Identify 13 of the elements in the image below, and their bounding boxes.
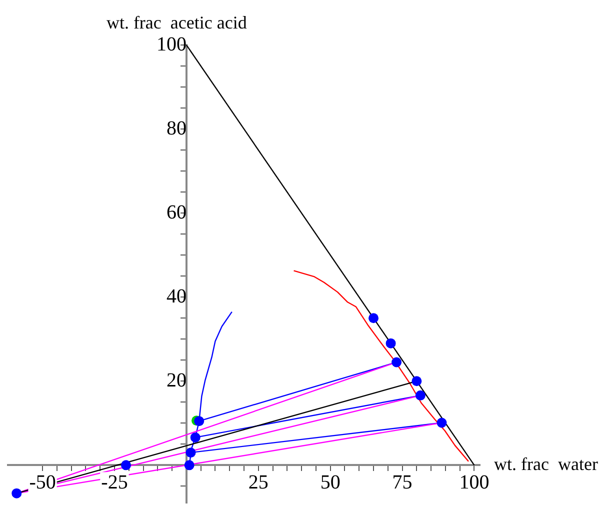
x-axis-title: wt. frac water	[494, 454, 598, 474]
x-tick-label: 75	[392, 471, 412, 494]
y-tick-label: 60	[166, 201, 186, 224]
x-tick-label: 50	[320, 471, 340, 494]
y-tick-label: 100	[156, 33, 186, 56]
x-tick-label: -50	[29, 471, 56, 494]
y-tick-label: 40	[166, 285, 186, 308]
y-axis-title: wt. frac acetic acid	[106, 12, 247, 33]
x-tick-label: 25	[248, 471, 268, 494]
y-tick-label: 80	[166, 117, 186, 140]
y-tick-label: 20	[166, 369, 186, 392]
x-tick-label: 100	[459, 471, 490, 494]
x-tick-label: -25	[101, 471, 128, 494]
